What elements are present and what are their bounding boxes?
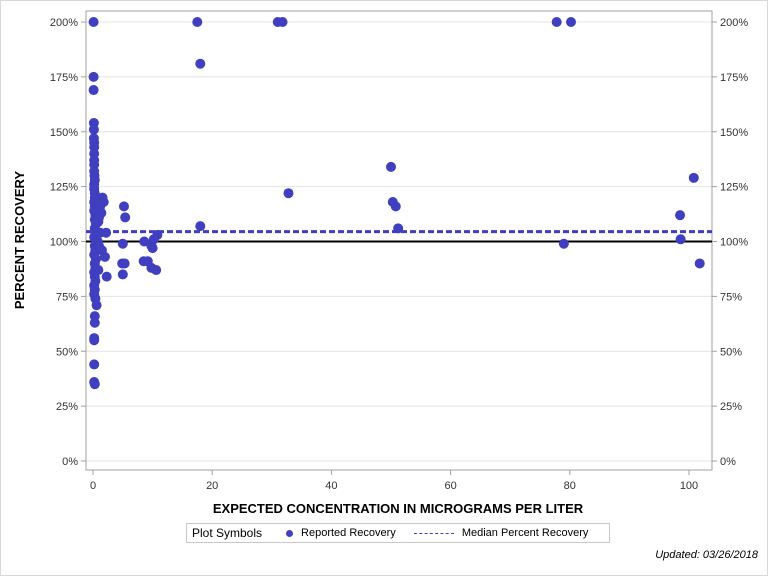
y-tick-label: 200% — [50, 17, 78, 29]
legend-title: Plot Symbols — [192, 526, 263, 540]
x-axis: 0 20 40 60 80 100 — [90, 470, 698, 492]
y-tick-label: 125% — [50, 182, 78, 194]
x-tick-label: 20 — [206, 480, 218, 492]
data-point — [688, 172, 699, 183]
data-point — [277, 17, 288, 27]
updated-timestamp: Updated: 03/26/2018 — [655, 549, 758, 561]
data-point — [119, 258, 130, 269]
y-tick-label: 75% — [56, 291, 78, 303]
data-point — [93, 216, 104, 227]
data-point — [283, 188, 294, 199]
legend-item-reported-recovery: Reported Recovery — [301, 527, 396, 539]
data-point — [117, 269, 128, 280]
data-point — [675, 210, 686, 221]
data-point — [93, 265, 104, 276]
data-point — [88, 17, 99, 27]
reference-lines — [86, 230, 712, 243]
y-tick-label: 175% — [720, 72, 748, 84]
data-point — [118, 201, 129, 212]
x-tick-label: 80 — [564, 480, 576, 492]
data-point — [694, 258, 705, 269]
data-point — [91, 300, 102, 311]
data-point — [101, 271, 112, 282]
y-axis-title: PERCENT RECOVERY — [12, 171, 27, 310]
y-tick-label: 50% — [720, 346, 742, 358]
y-tick-label: 125% — [720, 182, 748, 194]
data-point — [565, 17, 576, 27]
data-point — [192, 17, 203, 27]
y-tick-label: 200% — [720, 17, 748, 29]
y-axis-right: 0% 25% 50% 75% 100% 125% 150% 175% 200% — [712, 17, 748, 468]
data-point — [96, 245, 107, 256]
y-tick-label: 100% — [50, 237, 78, 249]
y-tick-label: 0% — [720, 456, 736, 468]
data-point — [89, 317, 100, 328]
y-tick-label: 100% — [720, 237, 748, 249]
data-point — [390, 201, 401, 212]
data-point — [88, 71, 99, 82]
y-tick-label: 0% — [62, 456, 78, 468]
dashed-line-icon — [413, 532, 454, 534]
data-point — [89, 335, 100, 346]
data-point — [120, 212, 131, 223]
data-point — [89, 379, 100, 390]
data-point — [101, 227, 112, 238]
data-point — [117, 238, 128, 249]
data-point — [152, 229, 163, 240]
data-point — [551, 17, 562, 27]
y-tick-label: 25% — [720, 401, 742, 413]
x-tick-label: 60 — [444, 480, 456, 492]
data-point — [88, 85, 99, 96]
y-tick-label: 25% — [56, 401, 78, 413]
x-tick-label: 100 — [680, 480, 698, 492]
data-point — [139, 236, 150, 247]
data-point — [558, 238, 569, 249]
data-point — [195, 221, 206, 232]
legend-item-median-percent-recovery: Median Percent Recovery — [461, 527, 589, 539]
y-axis-left: 0% 25% 50% 75% 100% 125% 150% 175% 200% — [50, 17, 86, 468]
data-point — [386, 161, 396, 172]
x-tick-label: 0 — [90, 480, 96, 492]
y-tick-label: 150% — [50, 127, 78, 139]
data-point — [88, 124, 99, 135]
data-point — [675, 234, 686, 245]
data-point — [393, 223, 404, 234]
x-tick-label: 40 — [325, 480, 337, 492]
data-point — [89, 359, 100, 370]
y-tick-label: 150% — [720, 127, 748, 139]
y-tick-label: 50% — [56, 346, 78, 358]
data-point — [151, 265, 162, 276]
circle-marker-icon — [286, 529, 294, 537]
data-points — [88, 17, 705, 390]
legend: Plot Symbols Reported Recovery Median Pe… — [186, 523, 610, 543]
y-tick-label: 175% — [50, 72, 78, 84]
data-point — [195, 58, 206, 69]
y-tick-label: 75% — [720, 291, 742, 303]
data-point — [147, 243, 158, 254]
x-axis-title: EXPECTED CONCENTRATION IN MICROGRAMS PER… — [213, 501, 584, 516]
